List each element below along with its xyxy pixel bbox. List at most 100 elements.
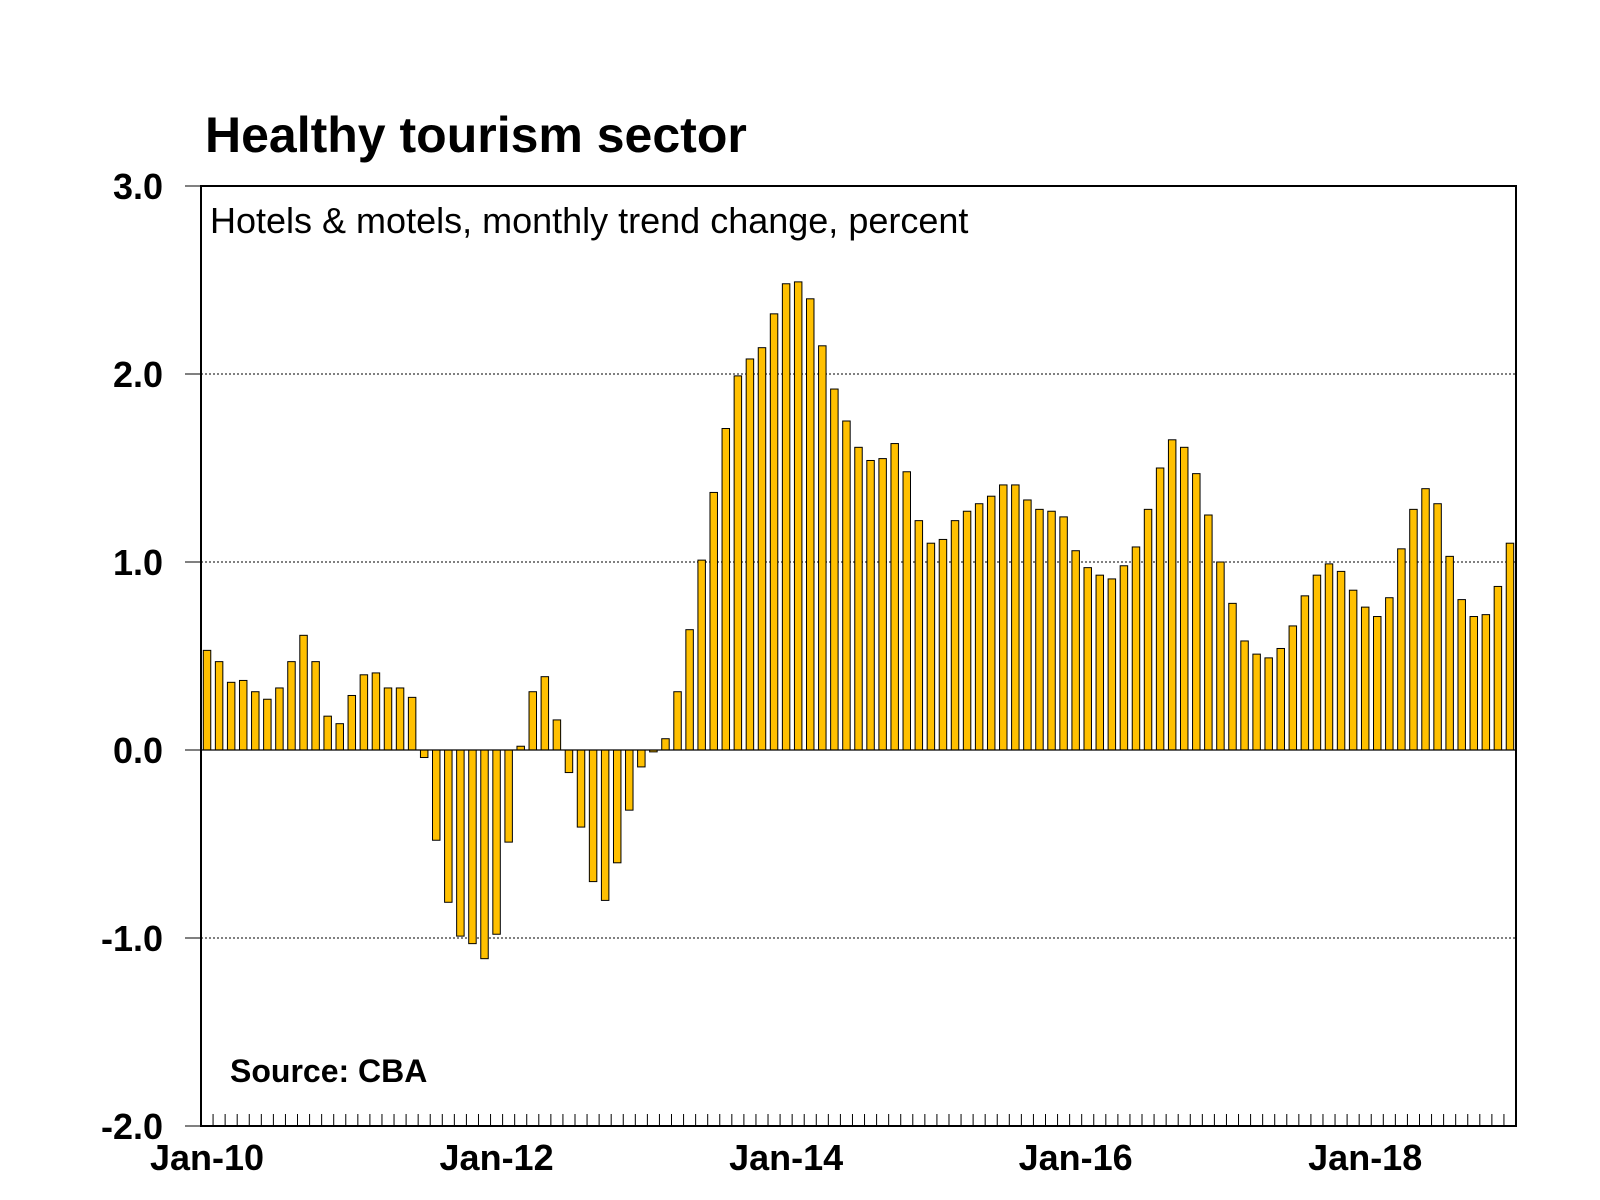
bar [275, 687, 284, 751]
bar [818, 345, 827, 751]
bar [1011, 484, 1020, 751]
bar [214, 661, 224, 751]
y-tick-label: 3.0 [113, 166, 163, 207]
bar [890, 443, 899, 751]
bar [480, 749, 489, 960]
bar [504, 749, 513, 843]
bar [444, 749, 453, 903]
bar [1288, 625, 1298, 751]
bar [769, 313, 779, 751]
bar [1179, 446, 1189, 751]
bar [721, 428, 731, 751]
bar [1119, 565, 1129, 751]
bar [468, 749, 477, 945]
y-tick-label: 0.0 [113, 730, 163, 771]
bar [226, 681, 236, 751]
bar [1457, 599, 1466, 751]
x-axis: Jan-10 Jan-12 Jan-14 Jan-16 Jan-18 [150, 1114, 1517, 1178]
bar [1493, 585, 1503, 751]
bar [854, 446, 863, 751]
bar [1397, 548, 1406, 751]
bar [552, 719, 562, 751]
bar [1300, 595, 1310, 751]
x-tick-label: Jan-16 [1019, 1137, 1133, 1178]
bar [612, 749, 622, 864]
bar [1433, 503, 1442, 751]
bar [914, 520, 924, 751]
x-tick-label: Jan-12 [440, 1137, 554, 1178]
bar [600, 749, 610, 901]
bar [745, 358, 755, 751]
bar [335, 723, 344, 751]
bar [1445, 555, 1454, 751]
bar [1047, 510, 1056, 751]
bar [1240, 640, 1249, 751]
bar [432, 749, 441, 841]
bar [661, 738, 670, 751]
bar [576, 749, 586, 828]
bar [673, 691, 682, 751]
bar [1023, 499, 1032, 751]
bar [287, 661, 296, 751]
bar [830, 388, 839, 751]
bar [926, 542, 936, 751]
x-tick-label: Jan-18 [1308, 1137, 1422, 1178]
y-tick-label: -1.0 [101, 918, 163, 959]
bar [781, 283, 791, 751]
bar [1143, 508, 1153, 751]
bar [311, 661, 320, 751]
bar [1385, 597, 1394, 751]
bar [1216, 561, 1225, 751]
bar [1505, 542, 1515, 751]
bar [383, 687, 393, 751]
plot-frame [200, 185, 1517, 1127]
bar [962, 510, 972, 751]
bar [588, 749, 598, 883]
bar [395, 687, 405, 751]
bar [1071, 550, 1080, 751]
bar [866, 459, 875, 751]
bar [1131, 546, 1141, 751]
y-tick-label: -2.0 [101, 1106, 163, 1147]
bar [974, 503, 984, 751]
bar [1059, 516, 1068, 751]
bar [1348, 589, 1358, 751]
bar [1192, 473, 1201, 751]
bar [528, 691, 538, 751]
bar [1264, 657, 1273, 751]
bar [1167, 439, 1177, 751]
bar [540, 676, 550, 751]
bar [1312, 574, 1322, 751]
bar [359, 674, 369, 751]
bar [938, 538, 948, 751]
bar [757, 347, 767, 751]
bar [1155, 467, 1165, 751]
bar [1035, 508, 1044, 751]
bar [1421, 488, 1430, 751]
bar [806, 298, 815, 751]
bar [323, 715, 332, 751]
bar [1481, 614, 1491, 751]
bar [492, 749, 501, 935]
bar [1276, 647, 1285, 751]
bar [456, 749, 465, 937]
bar [419, 749, 429, 759]
bar [1228, 602, 1237, 751]
bar [1204, 514, 1213, 751]
bar [1409, 508, 1418, 751]
bar [1095, 574, 1105, 751]
bar [1083, 567, 1092, 751]
chart-title: Healthy tourism sector [205, 107, 747, 163]
bar [347, 694, 357, 751]
bar [697, 559, 706, 751]
bar [1107, 578, 1117, 751]
chart-source: Source: CBA [230, 1053, 427, 1089]
bar [299, 634, 308, 751]
bar [1360, 606, 1370, 751]
y-tick-label: 2.0 [113, 354, 163, 395]
x-tick-label: Jan-14 [729, 1137, 843, 1178]
bar [902, 471, 912, 751]
y-axis: 3.0 2.0 1.0 0.0 -1.0 -2.0 [101, 166, 201, 1147]
bar [625, 749, 634, 811]
bar [878, 458, 887, 751]
